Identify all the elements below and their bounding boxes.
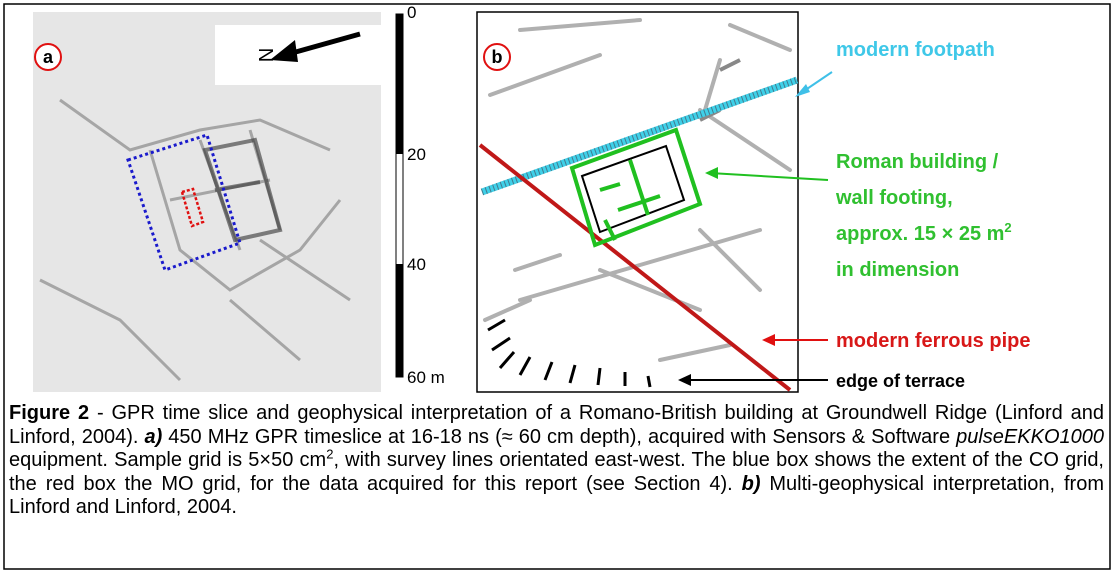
building-label: wall footing, bbox=[835, 187, 953, 209]
footpath-label: modern footpath bbox=[836, 39, 995, 61]
panel-label: a bbox=[43, 47, 54, 67]
scale-bar: 0 20 40 60 m bbox=[395, 3, 445, 387]
caption-segment: pulseEKKO1000 bbox=[956, 425, 1104, 448]
caption-segment: b) bbox=[741, 472, 761, 495]
caption: Figure 2 - GPR time slice and geophysica… bbox=[9, 402, 1104, 520]
caption-segment: 450 MHz GPR timeslice at 16-18 ns (≈ 60 … bbox=[162, 425, 957, 448]
scale-label: 60 m bbox=[407, 368, 445, 387]
caption-segment: Figure 2 bbox=[9, 402, 90, 424]
caption-segment: - GPR time slice and geophysical interpr… bbox=[9, 402, 1105, 448]
caption-segment: a) bbox=[144, 425, 163, 448]
annotations: modern footpath Roman building / wall fo… bbox=[678, 39, 1030, 391]
terrace-label: edge of terrace bbox=[836, 371, 965, 391]
caption-segment: , with survey lines orientated east-west… bbox=[9, 449, 1104, 495]
gpr-image: N a bbox=[33, 12, 381, 392]
interpretation-map: b bbox=[476, 11, 799, 393]
scale-label: 0 bbox=[407, 3, 416, 22]
panel-label: b bbox=[492, 47, 503, 67]
scale-label: 40 bbox=[407, 255, 426, 274]
north-label: N bbox=[254, 48, 276, 62]
building-label: approx. 15 × 25 m2 bbox=[836, 220, 1012, 245]
building-label: in dimension bbox=[836, 259, 959, 281]
frame bbox=[3, 3, 1111, 570]
caption-segment: equipment. Sample grid is 5×50 cm bbox=[9, 449, 327, 472]
superscript: 2 bbox=[1004, 220, 1011, 235]
caption-segment: Multi-geophysical interpretation, from L… bbox=[9, 472, 1104, 519]
building-label-text: approx. 15 × 25 m bbox=[836, 223, 1004, 245]
scale-label: 20 bbox=[407, 145, 426, 164]
co-grid-box bbox=[126, 133, 242, 272]
mo-grid-box bbox=[180, 187, 205, 228]
pipe-label: modern ferrous pipe bbox=[836, 330, 1030, 352]
caption-segment: 2 bbox=[326, 446, 334, 462]
building-label: Roman building / bbox=[836, 151, 999, 173]
